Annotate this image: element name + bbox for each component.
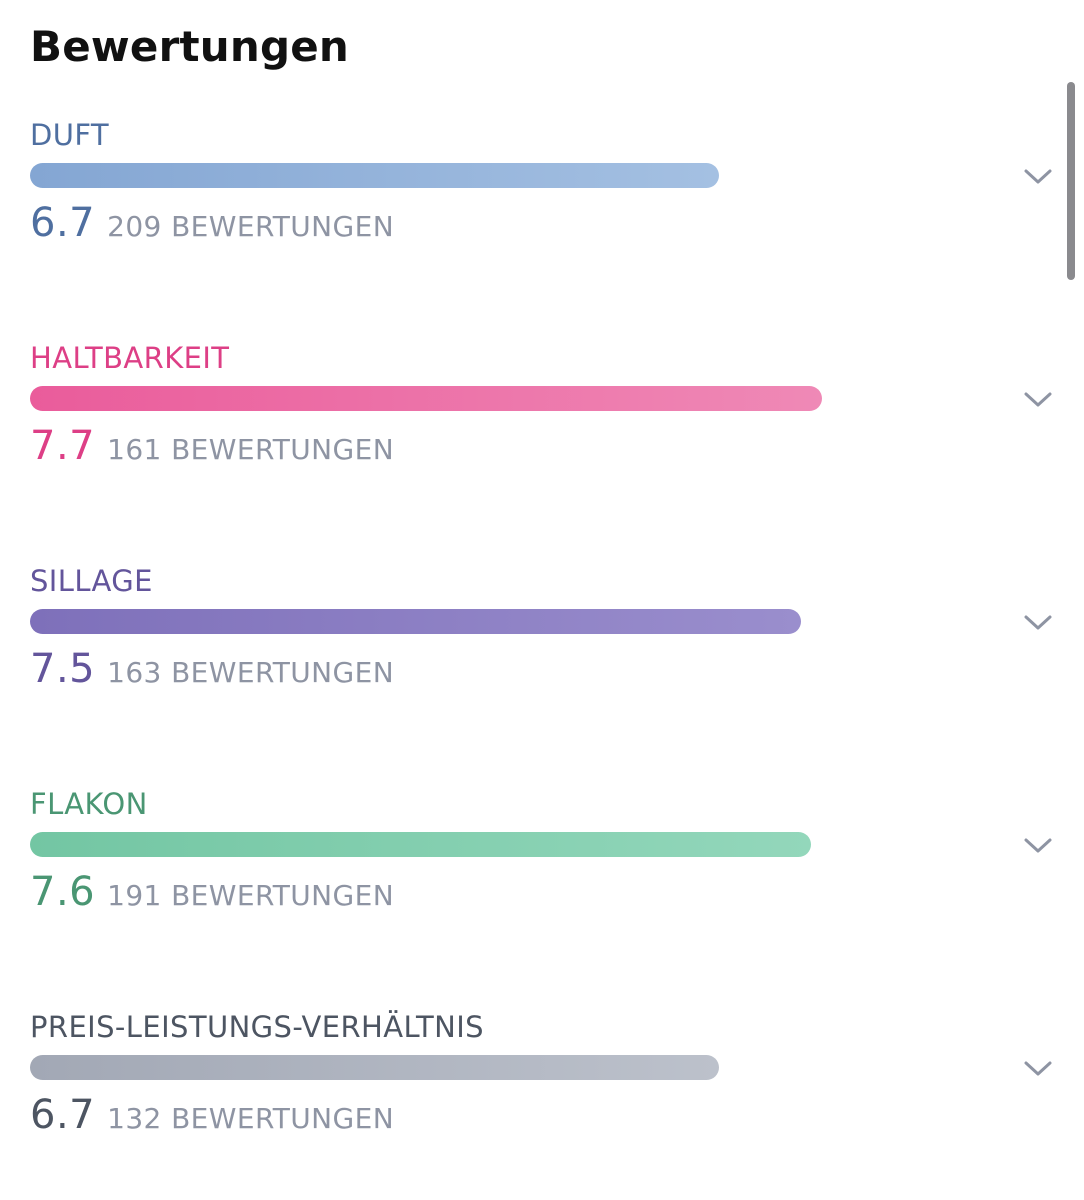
rating-bar-track [30, 163, 910, 188]
rating-label: SILLAGE [30, 564, 153, 598]
rating-section-haltbarkeit: HALTBARKEIT 7.7 161 BEWERTUNGEN [30, 341, 1060, 501]
rating-bar-fill [30, 163, 719, 188]
rating-score: 6.7 [30, 200, 96, 246]
rating-label: HALTBARKEIT [30, 341, 230, 375]
rating-count: 132 BEWERTUNGEN [107, 1102, 395, 1135]
rating-count: 191 BEWERTUNGEN [107, 879, 395, 912]
rating-label: PREIS-LEISTUNGS-VERHÄLTNIS [30, 1010, 484, 1044]
rating-bar-fill [30, 832, 811, 857]
chevron-down-icon[interactable] [1020, 610, 1056, 636]
rating-score: 7.5 [30, 646, 96, 692]
chevron-down-icon[interactable] [1020, 164, 1056, 190]
rating-bar-track [30, 386, 910, 411]
rating-section-flakon: FLAKON 7.6 191 BEWERTUNGEN [30, 787, 1060, 947]
page-title: Bewertungen [30, 22, 350, 71]
rating-score: 6.7 [30, 1092, 96, 1138]
rating-summary: 7.7 161 BEWERTUNGEN [30, 423, 394, 475]
chevron-down-icon[interactable] [1020, 387, 1056, 413]
chevron-down-icon[interactable] [1020, 1056, 1056, 1082]
rating-score: 7.6 [30, 869, 96, 915]
rating-count: 163 BEWERTUNGEN [107, 656, 395, 689]
rating-section-preis-leistung: PREIS-LEISTUNGS-VERHÄLTNIS 6.7 132 BEWERT… [30, 1010, 1060, 1170]
rating-summary: 6.7 209 BEWERTUNGEN [30, 200, 394, 252]
rating-bar-fill [30, 386, 822, 411]
rating-bar-track [30, 832, 910, 857]
rating-count: 161 BEWERTUNGEN [107, 433, 395, 466]
rating-count: 209 BEWERTUNGEN [107, 210, 395, 243]
rating-bar-fill [30, 1055, 719, 1080]
rating-score: 7.7 [30, 423, 96, 469]
rating-label: FLAKON [30, 787, 148, 821]
rating-bar-fill [30, 609, 801, 634]
rating-bar-track [30, 609, 910, 634]
rating-label: DUFT [30, 118, 110, 152]
rating-section-sillage: SILLAGE 7.5 163 BEWERTUNGEN [30, 564, 1060, 724]
chevron-down-icon[interactable] [1020, 833, 1056, 859]
scrollbar[interactable] [1067, 82, 1075, 280]
rating-summary: 7.6 191 BEWERTUNGEN [30, 869, 394, 921]
rating-summary: 7.5 163 BEWERTUNGEN [30, 646, 394, 698]
rating-summary: 6.7 132 BEWERTUNGEN [30, 1092, 394, 1144]
rating-bar-track [30, 1055, 910, 1080]
rating-section-duft: DUFT 6.7 209 BEWERTUNGEN [30, 118, 1060, 278]
